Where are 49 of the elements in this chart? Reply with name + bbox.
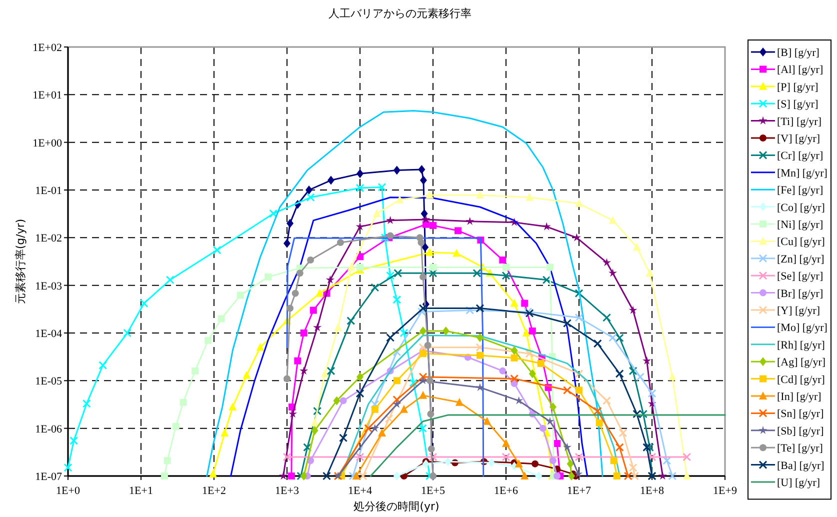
legend-label: [Cd] [g/yr] <box>777 374 825 386</box>
x-tick-label: 1E+6 <box>494 485 518 497</box>
legend-label: [Zn] [g/yr] <box>777 253 824 266</box>
legend-label: [Mo] [g/yr] <box>777 322 828 334</box>
x-tick-label: 1E+4 <box>348 485 372 497</box>
y-tick-label: 1E-03 <box>35 280 62 292</box>
x-tick-label: 1E+8 <box>640 485 664 497</box>
y-tick-label: 1E-06 <box>35 423 62 436</box>
legend-label: [B] [g/yr] <box>777 47 820 59</box>
x-axis-title: 処分後の時間(yr) <box>354 500 440 513</box>
y-tick-label: 1E-07 <box>35 471 62 483</box>
y-axis-title: 元素移行率(g/yr) <box>14 218 27 304</box>
legend-label: [S] [g/yr] <box>777 98 818 111</box>
x-tick-label: 1E+1 <box>129 485 153 497</box>
legend-label: [Sb] [g/yr] <box>777 425 824 438</box>
legend-label: [Al] [g/yr] <box>777 64 824 76</box>
legend-label: [Br] [g/yr] <box>777 288 824 300</box>
legend-label: [Sn] [g/yr] <box>777 408 824 420</box>
y-tick-label: 1E+00 <box>32 137 62 150</box>
legend-label: [Rh] [g/yr] <box>777 339 825 352</box>
x-tick-label: 1E+9 <box>713 485 738 497</box>
legend-label: [Fe] [g/yr] <box>777 184 824 197</box>
legend-label: [Co] [g/yr] <box>777 202 825 214</box>
legend-label: [Te] [g/yr] <box>777 442 823 455</box>
y-tick-label: 1E-05 <box>35 376 62 388</box>
legend-label: [Ag] [g/yr] <box>777 356 826 369</box>
y-tick-label: 1E-01 <box>35 185 62 197</box>
y-tick-label: 1E+01 <box>32 90 62 102</box>
legend-label: [Ti] [g/yr] <box>777 116 822 128</box>
x-tick-label: 1E+2 <box>202 485 226 497</box>
legend-label: [U] [g/yr] <box>777 477 820 489</box>
legend-label: [In] [g/yr] <box>777 391 822 403</box>
chart-title: 人工バリアからの元素移行率 <box>328 7 472 20</box>
x-tick-label: 1E+3 <box>275 485 300 497</box>
y-tick-label: 1E-02 <box>35 232 62 245</box>
legend-label: [Y] [g/yr] <box>777 305 820 317</box>
x-tick-label: 1E+0 <box>56 485 80 497</box>
legend-label: [Cu] [g/yr] <box>777 236 825 248</box>
y-tick-label: 1E-04 <box>35 328 62 340</box>
legend-label: [Cr] [g/yr] <box>777 150 824 162</box>
y-tick-label: 1E+02 <box>32 42 62 54</box>
x-tick-label: 1E+5 <box>421 485 446 497</box>
x-tick-label: 1E+7 <box>567 485 592 497</box>
legend-label: [Ba] [g/yr] <box>777 460 824 472</box>
legend-label: [Se] [g/yr] <box>777 270 824 283</box>
legend-label: [P] [g/yr] <box>777 81 818 94</box>
legend-label: [Mn] [g/yr] <box>777 167 828 180</box>
legend-label: [Ni] [g/yr] <box>777 219 824 231</box>
legend-label: [V] [g/yr] <box>777 133 820 145</box>
